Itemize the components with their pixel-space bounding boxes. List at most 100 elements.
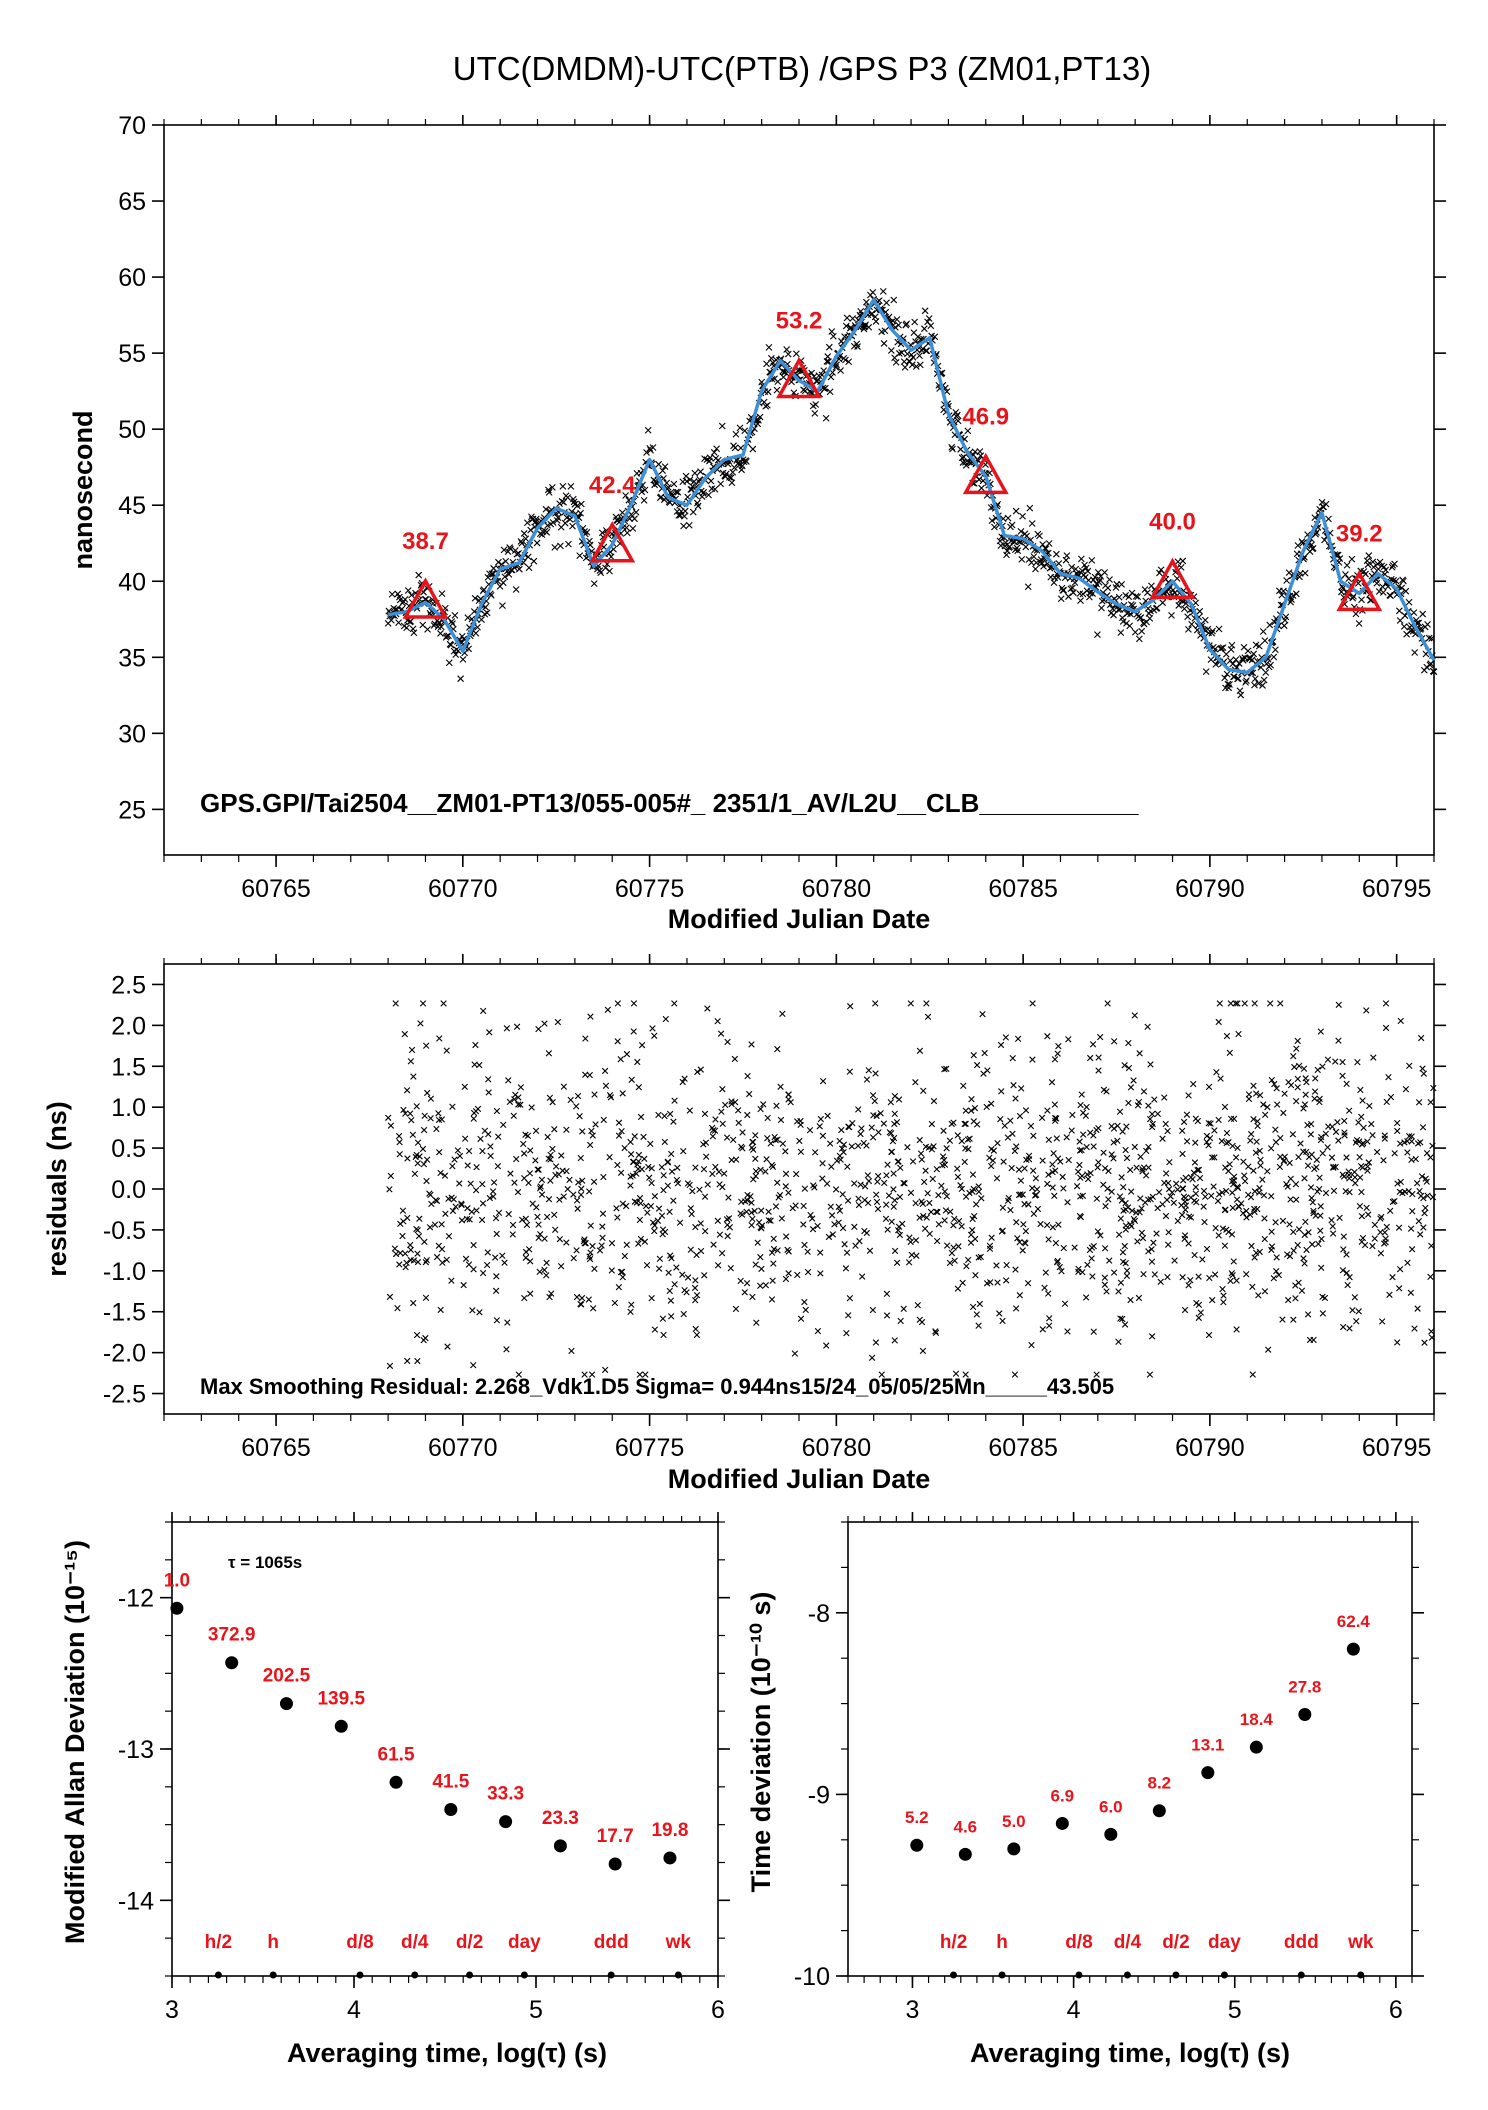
residual-point	[1102, 1203, 1109, 1210]
residual-point	[1166, 1158, 1173, 1166]
residual-point	[801, 1298, 808, 1306]
stability-point	[1346, 1642, 1360, 1656]
residual-point	[961, 1158, 968, 1166]
residual-point	[476, 1309, 483, 1316]
residual-point	[1015, 1166, 1023, 1173]
residual-point	[1387, 1207, 1394, 1215]
residual-point	[1045, 1290, 1052, 1297]
residual-point	[923, 1214, 930, 1221]
residual-point	[573, 1197, 581, 1204]
residual-point	[514, 1188, 522, 1196]
x-tick-label: 4	[347, 1996, 361, 2024]
raw-point	[807, 389, 815, 397]
residual-point	[1162, 1120, 1169, 1128]
residual-point	[505, 1210, 512, 1218]
raw-point	[792, 350, 800, 358]
raw-point	[530, 557, 538, 565]
residual-point	[920, 1212, 927, 1220]
raw-point	[1255, 642, 1263, 650]
residual-point	[1076, 1147, 1084, 1154]
raw-point	[889, 317, 897, 325]
stability-point-label: 6.0	[1099, 1797, 1123, 1816]
residual-point	[641, 1238, 649, 1245]
residual-point	[1232, 1154, 1240, 1161]
residual-point	[1272, 1219, 1279, 1226]
residual-point	[964, 1136, 972, 1143]
residual-point	[1052, 1239, 1060, 1247]
residual-point	[410, 1257, 418, 1264]
residual-point	[1230, 1115, 1238, 1122]
raw-point	[1262, 669, 1270, 676]
raw-point	[1228, 641, 1236, 649]
residual-point	[894, 1158, 902, 1165]
tau-marker-point	[466, 1971, 474, 1979]
residual-point	[681, 1287, 688, 1294]
residual-point	[481, 1127, 489, 1134]
residual-point	[1277, 1153, 1284, 1160]
residual-point	[1252, 1149, 1260, 1156]
tau-marker-point	[674, 1971, 682, 1979]
raw-point	[480, 586, 488, 594]
residual-point	[1241, 1177, 1249, 1185]
residual-point	[1340, 1173, 1348, 1180]
tau-marker-point	[269, 1971, 277, 1979]
residual-point	[554, 1018, 562, 1026]
residual-point	[448, 1277, 455, 1284]
residual-point	[725, 1215, 733, 1222]
residual-point	[1015, 1191, 1023, 1199]
sample-marker-label: 42.4	[589, 472, 636, 499]
raw-point	[718, 422, 726, 430]
raw-point	[767, 354, 775, 362]
residual-point	[804, 1268, 812, 1276]
residual-point	[1130, 1215, 1138, 1223]
raw-point	[548, 483, 556, 491]
raw-point	[1110, 611, 1117, 619]
raw-point	[1345, 575, 1353, 583]
residual-point	[501, 1259, 508, 1266]
raw-point	[1322, 500, 1330, 508]
raw-point	[1388, 563, 1396, 571]
residual-point	[1146, 1115, 1154, 1123]
residual-point	[596, 1247, 604, 1254]
residual-point	[1227, 1115, 1235, 1123]
residual-point	[1165, 1229, 1172, 1236]
raw-point	[1188, 620, 1196, 628]
raw-point	[1364, 561, 1372, 569]
raw-point	[545, 488, 553, 496]
residual-point	[1049, 1161, 1056, 1168]
residual-point	[395, 1132, 403, 1140]
residual-point	[428, 1200, 435, 1208]
residual-point	[1349, 1307, 1356, 1314]
residual-point	[1118, 1174, 1125, 1181]
y-tick-label: 60	[118, 264, 146, 292]
residual-point	[774, 1045, 781, 1053]
residual-point	[971, 1104, 979, 1112]
residual-point	[1003, 1261, 1010, 1269]
raw-point	[1242, 678, 1249, 686]
residual-point	[483, 1261, 491, 1269]
residual-point	[923, 1000, 930, 1007]
residual-point	[983, 1103, 990, 1111]
raw-point	[424, 625, 431, 633]
residual-point	[1122, 1199, 1129, 1207]
residual-point	[1065, 1036, 1072, 1043]
residual-point	[994, 1139, 1001, 1147]
residual-point	[1208, 1192, 1215, 1199]
residual-point	[619, 1273, 626, 1281]
residual-point	[423, 1156, 431, 1163]
residual-point	[858, 1125, 865, 1132]
residual-point	[1395, 1224, 1403, 1231]
residual-point	[1290, 1228, 1297, 1236]
residual-point	[749, 1293, 756, 1301]
tau-marker-label: ddd	[594, 1932, 629, 1953]
stability-point	[663, 1851, 677, 1865]
raw-point	[1098, 604, 1105, 612]
residual-point	[1294, 1084, 1301, 1091]
raw-point	[872, 318, 880, 325]
stability-point-label: 6.9	[1050, 1786, 1074, 1805]
raw-point	[1255, 679, 1262, 687]
residual-point	[1387, 1093, 1395, 1101]
residual-point	[422, 1294, 430, 1302]
residual-point	[958, 1185, 965, 1193]
residual-point	[1225, 1228, 1232, 1236]
